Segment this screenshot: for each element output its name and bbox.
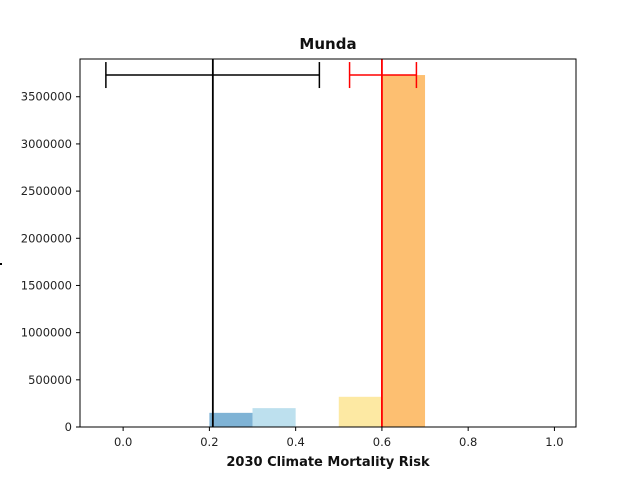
bars-layer [209, 75, 426, 428]
x-tick-label: 0.2 [200, 435, 218, 449]
bar-3 [381, 75, 426, 428]
x-tick-label: 0.0 [114, 435, 132, 449]
plot-frame [79, 58, 577, 428]
y-tick-label: 3000000 [21, 137, 72, 151]
y-tick-label: 0 [65, 420, 72, 434]
x-tick-label: 1.0 [545, 435, 563, 449]
x-axis-ticks: 0.0 0.2 0.4 0.6 0.8 1.0 [114, 427, 564, 449]
x-axis-label: 2030 Climate Mortality Risk [226, 455, 430, 470]
y-axis-label-artifact [0, 263, 2, 265]
chart-title: Munda [299, 35, 356, 53]
error-bar-0 [105, 62, 321, 89]
bar-1 [252, 408, 296, 427]
reference-lines-layer [211, 59, 383, 427]
y-tick-label: 1500000 [21, 278, 72, 292]
y-tick-label: 2500000 [21, 184, 72, 198]
error-bars-layer [105, 62, 418, 89]
y-tick-label: 3500000 [21, 90, 72, 104]
y-tick-label: 2000000 [21, 231, 72, 245]
y-axis-ticks: 0 500000 1000000 1500000 2000000 2500000 30000… [21, 90, 80, 434]
y-tick-label: 500000 [28, 373, 72, 387]
bar-2 [338, 396, 382, 427]
y-tick-label: 1000000 [21, 326, 72, 340]
bar-0 [209, 412, 253, 427]
x-tick-label: 0.6 [373, 435, 391, 449]
x-tick-label: 0.4 [287, 435, 305, 449]
error-bar-1 [348, 62, 418, 89]
x-tick-label: 0.8 [459, 435, 477, 449]
